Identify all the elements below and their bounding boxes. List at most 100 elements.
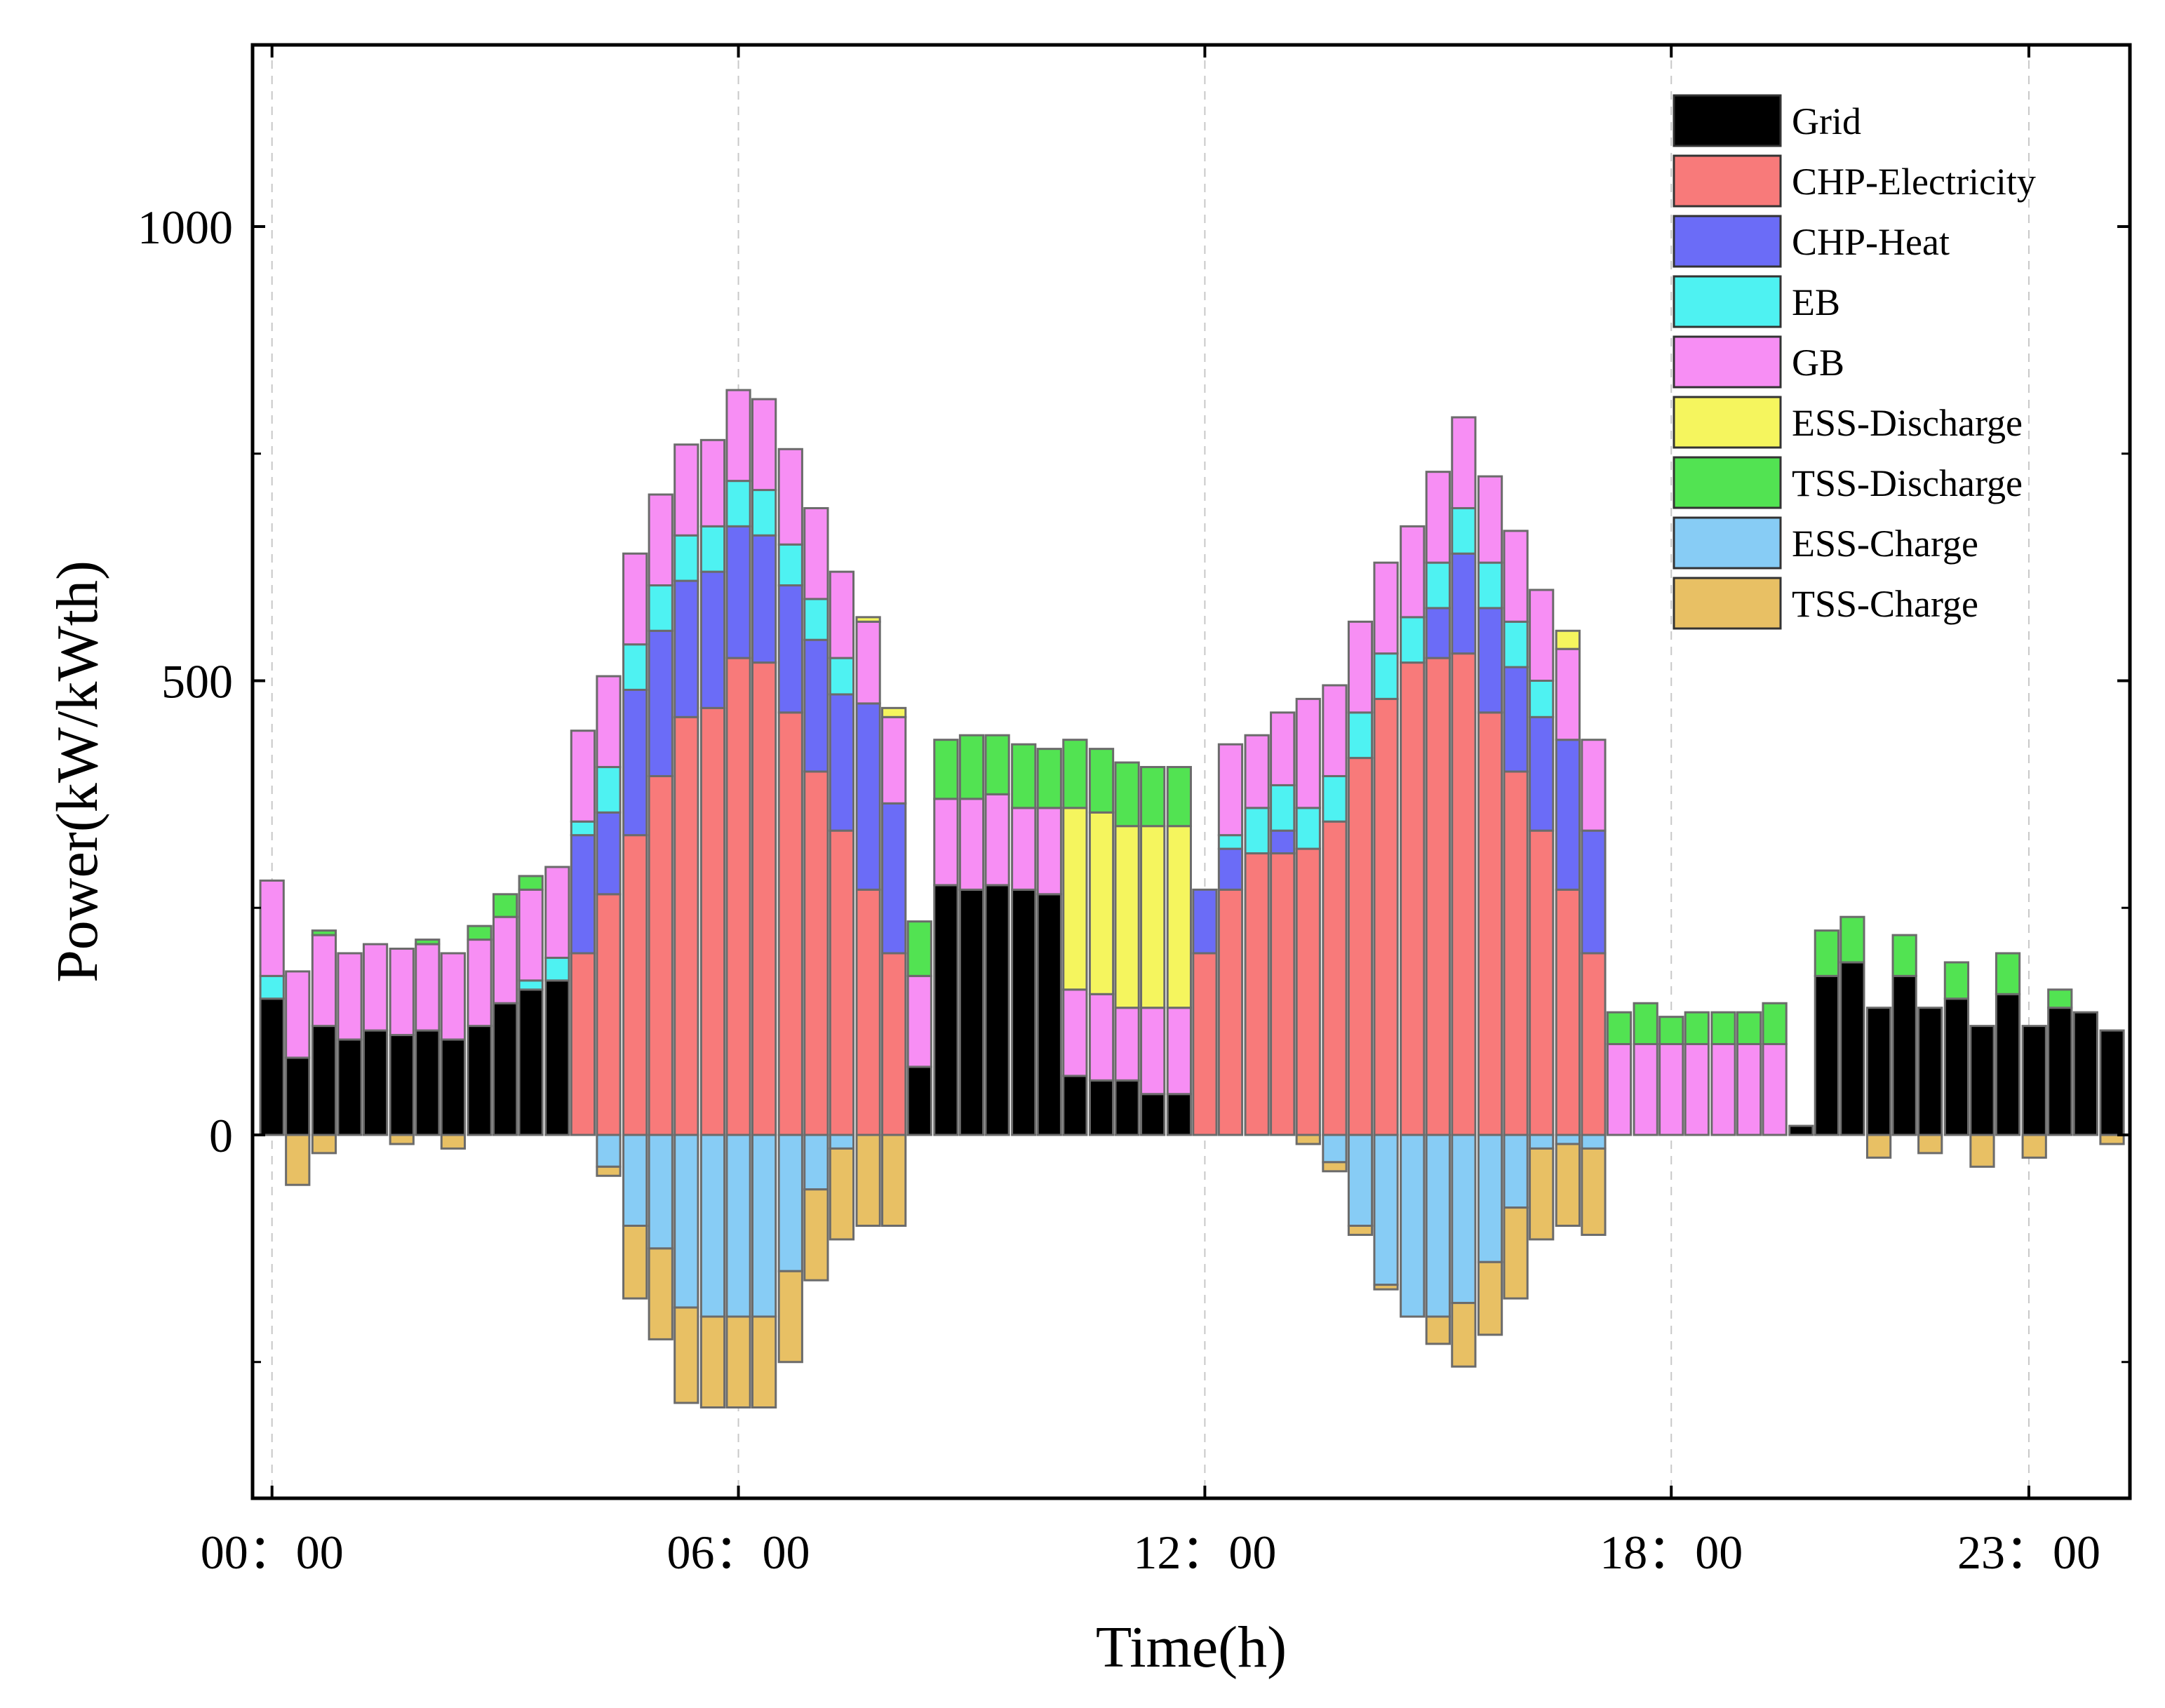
bar-tss-discharge-6 [415, 939, 441, 946]
bar-grid-32 [1088, 1079, 1115, 1136]
bar-gb-25 [906, 974, 932, 1068]
bar-gb-28 [984, 793, 1010, 887]
bar-eb-46 [1451, 506, 1477, 555]
legend-label: ESS-Charge [1792, 523, 1978, 565]
bar-chp-heat-16 [673, 579, 699, 718]
bar-gb-52 [1606, 1043, 1633, 1136]
bar-ess-discharge-32 [1088, 811, 1115, 995]
bar-gb-6 [415, 943, 441, 1032]
bar-grid-61 [1839, 961, 1865, 1136]
bar-tss-charge-68 [2021, 1134, 2047, 1159]
bar-ess-charge-16 [673, 1134, 699, 1309]
y-tick-label: 0 [209, 1109, 233, 1162]
bar-grid-3 [337, 1038, 363, 1136]
bar-tss-discharge-65 [1943, 961, 1970, 1000]
bar-tss-discharge-27 [958, 734, 985, 800]
bar-gb-18 [725, 389, 751, 483]
bar-tss-charge-46 [1451, 1302, 1477, 1368]
legend-swatch-tss-discharge [1673, 456, 1782, 509]
bar-eb-17 [699, 525, 726, 573]
bar-gb-32 [1088, 993, 1115, 1082]
bar-tss-charge-2 [311, 1134, 337, 1155]
bar-gb-24 [881, 715, 907, 805]
bar-ess-discharge-35 [1166, 825, 1192, 1009]
bar-gb-47 [1477, 475, 1503, 564]
bar-tss-discharge-26 [933, 739, 959, 800]
bar-chp-heat-17 [699, 570, 726, 709]
bar-grid-27 [958, 888, 985, 1136]
bar-ess-charge-18 [725, 1134, 751, 1318]
bar-ess-charge-49 [1529, 1134, 1555, 1150]
bar-chp-electricity-12 [570, 952, 596, 1136]
bar-ess-charge-22 [829, 1134, 855, 1150]
bar-ess-charge-47 [1477, 1134, 1503, 1263]
bar-chp-electricity-41 [1322, 820, 1348, 1136]
bar-tss-charge-15 [648, 1247, 673, 1340]
bar-tss-charge-17 [699, 1315, 726, 1408]
bar-tss-charge-7 [440, 1134, 467, 1150]
bar-tss-discharge-53 [1633, 1002, 1658, 1045]
bar-gb-19 [751, 398, 777, 492]
bar-chp-electricity-21 [803, 770, 829, 1136]
bar-tss-charge-41 [1322, 1161, 1348, 1173]
bar-chp-electricity-47 [1477, 711, 1503, 1136]
bar-chp-electricity-36 [1192, 952, 1218, 1136]
bar-gb-7 [440, 952, 467, 1041]
bar-ess-discharge-31 [1062, 807, 1088, 991]
bar-chp-heat-48 [1503, 666, 1529, 773]
bar-gb-34 [1140, 1007, 1166, 1096]
bar-ess-charge-44 [1400, 1134, 1426, 1318]
bar-eb-11 [544, 956, 570, 982]
bar-eb-21 [803, 598, 829, 641]
bar-tss-charge-49 [1529, 1147, 1555, 1241]
bar-gb-30 [1036, 807, 1062, 896]
bar-tss-charge-50 [1555, 1143, 1581, 1227]
bar-gb-8 [467, 939, 492, 1028]
bar-ess-charge-21 [803, 1134, 829, 1191]
bar-tss-discharge-54 [1658, 1016, 1684, 1046]
bar-grid-65 [1943, 997, 1970, 1136]
bar-gb-40 [1295, 697, 1321, 809]
bar-tss-discharge-52 [1606, 1011, 1633, 1046]
bar-ess-charge-20 [777, 1134, 803, 1272]
legend-swatch-chp-heat [1673, 215, 1782, 268]
bar-gb-50 [1555, 647, 1581, 741]
bar-gb-20 [777, 448, 803, 546]
bar-tss-charge-20 [777, 1270, 803, 1364]
bar-chp-heat-47 [1477, 607, 1503, 714]
bar-gb-49 [1529, 589, 1555, 682]
bar-tss-charge-42 [1347, 1225, 1374, 1236]
bar-ess-charge-13 [596, 1134, 622, 1168]
x-axis-title: Time(h) [1096, 1615, 1287, 1680]
bar-tss-charge-71 [2099, 1134, 2125, 1145]
bar-gb-33 [1114, 1007, 1140, 1082]
bar-chp-electricity-51 [1581, 952, 1607, 1136]
bar-chp-heat-45 [1425, 607, 1451, 659]
bar-tss-charge-47 [1477, 1260, 1503, 1336]
bar-gb-22 [829, 570, 855, 659]
bar-tss-discharge-55 [1684, 1011, 1710, 1046]
bar-tss-charge-40 [1295, 1134, 1321, 1145]
bar-chp-heat-19 [751, 534, 777, 664]
bar-gb-38 [1244, 734, 1270, 809]
bar-tss-discharge-60 [1814, 929, 1839, 977]
bar-chp-electricity-17 [699, 706, 726, 1136]
bar-chp-electricity-42 [1347, 757, 1374, 1136]
bar-tss-discharge-2 [311, 929, 337, 936]
bar-ess-charge-48 [1503, 1134, 1529, 1209]
bar-eb-18 [725, 480, 751, 527]
bar-chp-heat-39 [1270, 829, 1296, 855]
bar-chp-electricity-50 [1555, 888, 1581, 1136]
bar-gb-54 [1658, 1043, 1684, 1136]
bar-gb-31 [1062, 988, 1088, 1077]
legend-label: GB [1792, 342, 1844, 384]
bar-tss-charge-48 [1503, 1206, 1529, 1300]
bar-ess-charge-46 [1451, 1134, 1477, 1305]
bar-chp-electricity-23 [855, 888, 881, 1136]
bar-ess-charge-42 [1347, 1134, 1374, 1227]
bar-gb-26 [933, 798, 959, 887]
bar-grid-62 [1865, 1007, 1892, 1136]
bar-tss-charge-51 [1581, 1147, 1607, 1236]
bar-grid-31 [1062, 1075, 1088, 1136]
bar-gb-58 [1762, 1043, 1788, 1136]
